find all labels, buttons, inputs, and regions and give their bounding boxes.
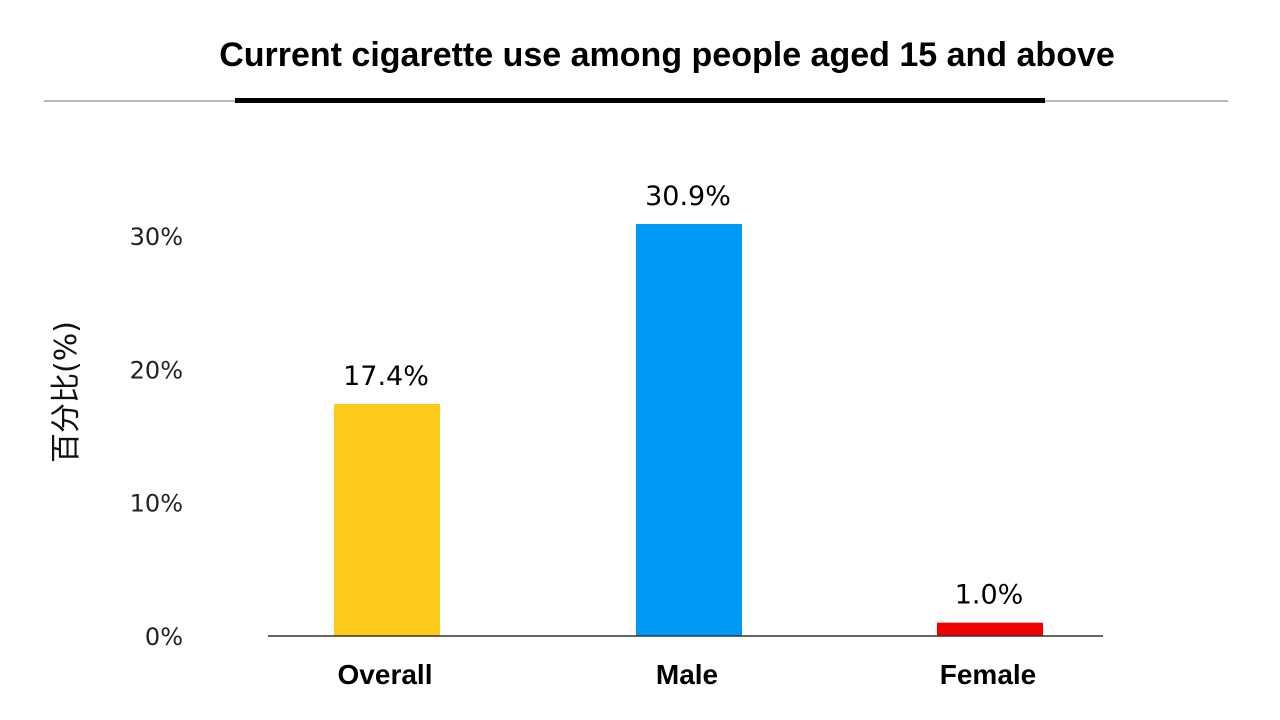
x-tick-label: Female (940, 659, 1037, 690)
bar-female (937, 622, 1043, 636)
value-label: 17.4% (343, 361, 429, 392)
value-label: 1.0% (955, 580, 1024, 611)
bar-overall (334, 404, 440, 636)
x-tick-label: Male (656, 659, 718, 690)
y-tick-label: 0% (145, 623, 183, 651)
x-tick-labels: Overall Male Female (338, 659, 1037, 690)
title-underline-thick (235, 98, 1045, 103)
y-tick-label: 10% (130, 490, 183, 518)
y-tick-label: 30% (130, 223, 183, 251)
x-tick-label: Overall (338, 659, 433, 690)
chart-title: Current cigarette use among people aged … (219, 36, 1115, 74)
value-labels: 17.4% 30.9% 1.0% (343, 181, 1023, 611)
bars (334, 224, 1043, 636)
value-label: 30.9% (645, 181, 731, 212)
y-tick-labels: 0% 10% 20% 30% (130, 223, 183, 651)
y-tick-label: 20% (130, 356, 183, 384)
bar-male (636, 224, 742, 636)
